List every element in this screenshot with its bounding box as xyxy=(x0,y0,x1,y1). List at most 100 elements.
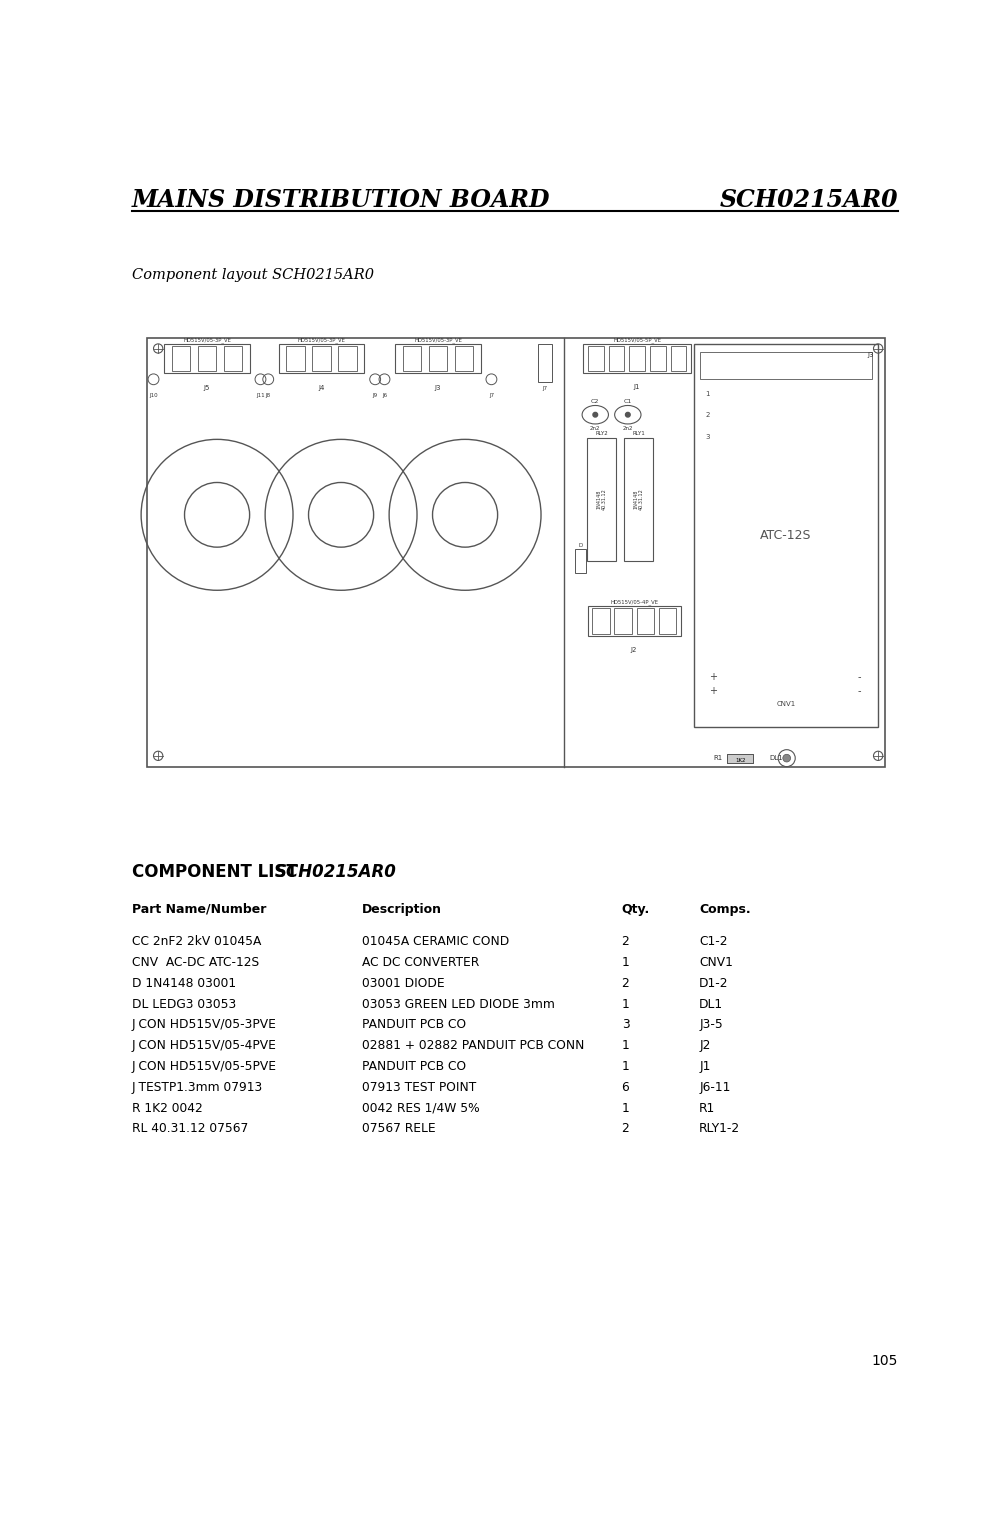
Text: DL LEDG3 03053: DL LEDG3 03053 xyxy=(132,998,236,1010)
Text: 105: 105 xyxy=(872,1353,898,1369)
Text: Comps.: Comps. xyxy=(699,903,751,916)
Text: 1K2: 1K2 xyxy=(735,758,746,762)
Text: DL1: DL1 xyxy=(699,998,724,1010)
Text: J3: J3 xyxy=(435,386,441,392)
Bar xyxy=(429,346,447,371)
Bar xyxy=(593,608,610,634)
Bar xyxy=(609,346,624,371)
Text: CNV1: CNV1 xyxy=(699,955,733,969)
Bar xyxy=(224,346,242,371)
Bar xyxy=(727,753,754,762)
Bar xyxy=(279,344,365,374)
Text: J4: J4 xyxy=(319,386,325,392)
Text: Part Name/Number: Part Name/Number xyxy=(132,903,266,916)
Text: D1-2: D1-2 xyxy=(699,977,729,991)
Bar xyxy=(658,608,675,634)
Bar xyxy=(454,346,473,371)
Text: 07567 RELE: 07567 RELE xyxy=(362,1122,435,1136)
Text: 2: 2 xyxy=(622,1122,629,1136)
Text: COMPONENT LIST: COMPONENT LIST xyxy=(132,863,304,880)
Text: HD515V/05-3P_VE: HD515V/05-3P_VE xyxy=(414,337,462,343)
Text: J10: J10 xyxy=(149,393,158,398)
Text: R1: R1 xyxy=(699,1102,716,1115)
Text: HD515V/05-4P_VE: HD515V/05-4P_VE xyxy=(610,599,658,605)
Text: 2n2: 2n2 xyxy=(622,426,633,430)
Text: 2: 2 xyxy=(622,935,629,948)
Text: J9: J9 xyxy=(373,393,378,398)
Text: HD515V/05-3P_VE: HD515V/05-3P_VE xyxy=(297,337,346,343)
Text: RLY1: RLY1 xyxy=(632,430,645,435)
Text: RL 40.31.12 07567: RL 40.31.12 07567 xyxy=(132,1122,248,1136)
Text: D 1N4148 03001: D 1N4148 03001 xyxy=(132,977,236,991)
Bar xyxy=(587,438,616,560)
Bar xyxy=(339,346,357,371)
Text: 3: 3 xyxy=(706,435,710,439)
Bar xyxy=(670,346,686,371)
Text: J CON HD515V/05-4PVE: J CON HD515V/05-4PVE xyxy=(132,1040,276,1052)
Text: R 1K2 0042: R 1K2 0042 xyxy=(132,1102,203,1115)
Bar xyxy=(172,346,190,371)
Text: SCH0215AR0: SCH0215AR0 xyxy=(275,863,397,880)
Text: CNV  AC-DC ATC-12S: CNV AC-DC ATC-12S xyxy=(132,955,259,969)
Text: -: - xyxy=(857,686,860,697)
Text: J7: J7 xyxy=(543,386,548,392)
Text: AC DC CONVERTER: AC DC CONVERTER xyxy=(362,955,479,969)
Text: 07913 TEST POINT: 07913 TEST POINT xyxy=(362,1081,476,1093)
Text: D: D xyxy=(579,544,583,548)
Text: 2: 2 xyxy=(706,412,710,418)
Bar xyxy=(699,352,872,378)
Bar xyxy=(583,344,691,374)
Text: PANDUIT PCB CO: PANDUIT PCB CO xyxy=(362,1018,466,1032)
Text: 0042 RES 1/4W 5%: 0042 RES 1/4W 5% xyxy=(362,1102,479,1115)
Text: 02881 + 02882 PANDUIT PCB CONN: 02881 + 02882 PANDUIT PCB CONN xyxy=(362,1040,584,1052)
Text: 1: 1 xyxy=(622,1059,629,1073)
Bar xyxy=(624,438,653,560)
Text: 1: 1 xyxy=(622,955,629,969)
Text: J CON HD515V/05-5PVE: J CON HD515V/05-5PVE xyxy=(132,1059,276,1073)
Text: 1: 1 xyxy=(622,998,629,1010)
Text: CNV1: CNV1 xyxy=(776,701,796,707)
Circle shape xyxy=(593,412,598,416)
Text: SCH0215AR0: SCH0215AR0 xyxy=(720,188,898,211)
Text: RLY2: RLY2 xyxy=(595,430,608,435)
Text: 1: 1 xyxy=(622,1102,629,1115)
Bar xyxy=(588,606,680,637)
Text: 01045A CERAMIC COND: 01045A CERAMIC COND xyxy=(362,935,510,948)
Text: 3: 3 xyxy=(622,1018,629,1032)
Text: CC 2nF2 2kV 01045A: CC 2nF2 2kV 01045A xyxy=(132,935,261,948)
Text: Description: Description xyxy=(362,903,442,916)
Text: J1: J1 xyxy=(699,1059,711,1073)
Bar xyxy=(165,344,249,374)
Bar xyxy=(286,346,306,371)
Text: R1: R1 xyxy=(714,755,723,761)
Text: J2: J2 xyxy=(699,1040,711,1052)
Text: HD515V/05-5P_VE: HD515V/05-5P_VE xyxy=(613,337,661,343)
Text: 1N4148
40.31.12: 1N4148 40.31.12 xyxy=(596,488,607,510)
Text: C2: C2 xyxy=(591,400,599,404)
Circle shape xyxy=(783,755,791,762)
Text: PANDUIT PCB CO: PANDUIT PCB CO xyxy=(362,1059,466,1073)
Text: 1: 1 xyxy=(706,390,710,397)
Text: J11: J11 xyxy=(256,393,264,398)
Text: -: - xyxy=(857,672,860,683)
Text: 03001 DIODE: 03001 DIODE xyxy=(362,977,444,991)
Text: 03053 GREEN LED DIODE 3mm: 03053 GREEN LED DIODE 3mm xyxy=(362,998,555,1010)
Text: C1: C1 xyxy=(624,400,632,404)
Text: MAINS DISTRIBUTION BOARD: MAINS DISTRIBUTION BOARD xyxy=(132,188,551,211)
Text: +: + xyxy=(710,686,718,697)
Text: DL1: DL1 xyxy=(769,755,783,761)
Bar xyxy=(614,608,631,634)
Text: J2: J2 xyxy=(631,648,637,654)
Bar xyxy=(636,608,653,634)
Bar xyxy=(588,346,604,371)
Text: J6: J6 xyxy=(382,393,387,398)
Text: J1: J1 xyxy=(634,384,640,390)
Bar xyxy=(629,346,645,371)
Text: ATC-12S: ATC-12S xyxy=(760,530,812,542)
Text: 1: 1 xyxy=(622,1040,629,1052)
Text: J CON HD515V/05-3PVE: J CON HD515V/05-3PVE xyxy=(132,1018,276,1032)
Text: C1-2: C1-2 xyxy=(699,935,728,948)
Bar xyxy=(538,344,552,383)
Text: 6: 6 xyxy=(622,1081,629,1093)
Bar xyxy=(650,346,665,371)
